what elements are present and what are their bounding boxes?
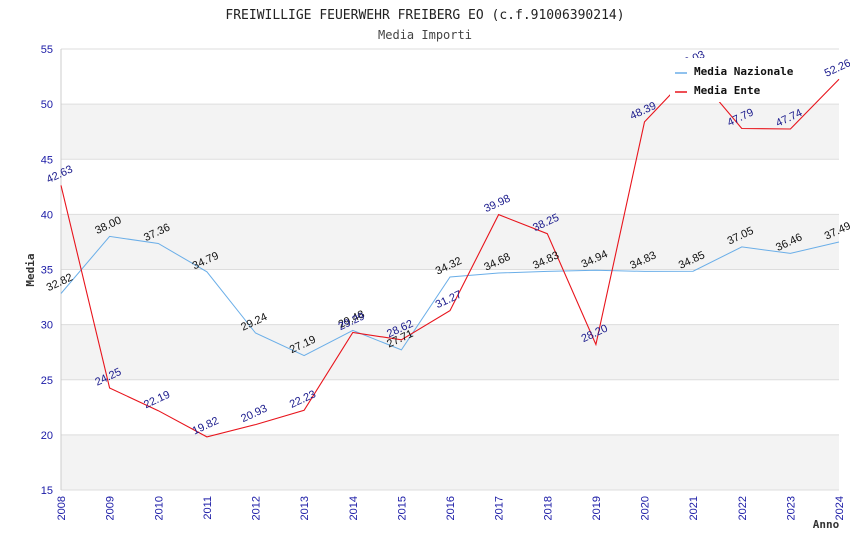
- series-line-media-nazionale: [60, 235, 840, 357]
- x-tick-label: 2024: [834, 496, 846, 520]
- grid-band: [61, 434, 839, 490]
- x-tick-label: 2009: [105, 496, 117, 520]
- x-tick-label: 2019: [591, 496, 603, 520]
- y-tick-label: 15: [41, 485, 53, 497]
- x-tick-label: 2013: [299, 496, 311, 520]
- chart-subtitle: Media Importi: [378, 28, 472, 42]
- x-axis-label: Anno: [813, 518, 840, 531]
- data-label: 52.26: [823, 57, 850, 80]
- data-label: 22.23: [288, 388, 318, 411]
- y-tick-label: 40: [41, 209, 53, 221]
- x-tick-label: 2020: [640, 496, 652, 520]
- x-axis-ticks: 2008 2009 2010 2011 2012 2013 2014 2015 2016 2017…: [56, 496, 846, 520]
- y-tick-label: 20: [41, 430, 53, 442]
- grid-band: [61, 324, 839, 380]
- data-label: 31.27: [434, 289, 464, 312]
- x-tick-label: 2021: [688, 496, 700, 520]
- x-tick-label: 2023: [785, 496, 797, 520]
- x-tick-label: 2014: [348, 496, 360, 520]
- x-tick-label: 2022: [737, 496, 749, 520]
- x-tick-label: 2008: [56, 496, 68, 520]
- legend-entry-media-nazionale: Media Nazionale: [694, 65, 794, 78]
- x-tick-label: 2018: [542, 496, 554, 520]
- x-tick-label: 2012: [251, 496, 263, 520]
- gridlines: [60, 48, 839, 491]
- x-tick-label: 2017: [494, 496, 506, 520]
- y-tick-label: 30: [41, 320, 53, 332]
- data-label: 22.19: [142, 389, 172, 412]
- legend-box: [670, 58, 810, 102]
- y-tick-label: 45: [41, 154, 53, 166]
- data-label: 39.98: [482, 193, 512, 216]
- y-axis-ticks: 15 20 25 30 35 40 45 50 55: [41, 44, 53, 497]
- data-label: 42.63: [45, 163, 75, 186]
- x-tick-label: 2016: [445, 496, 457, 520]
- y-tick-label: 35: [41, 265, 53, 277]
- grid-band: [61, 214, 839, 270]
- y-tick-label: 25: [41, 375, 53, 387]
- x-tick-label: 2010: [153, 496, 165, 520]
- legend: Media Nazionale Media Ente: [670, 58, 810, 102]
- x-tick-label: 2011: [202, 496, 214, 520]
- y-axis-label: Media: [24, 253, 37, 286]
- y-tick-label: 55: [41, 44, 53, 56]
- grid-band: [61, 104, 839, 160]
- x-tick-label: 2015: [396, 496, 408, 520]
- legend-entry-media-ente: Media Ente: [694, 84, 761, 97]
- chart-title: FREIWILLIGE FEUERWEHR FREIBERG EO (c.f.9…: [225, 8, 624, 23]
- y-tick-label: 50: [41, 99, 53, 111]
- background-bands: [61, 104, 839, 490]
